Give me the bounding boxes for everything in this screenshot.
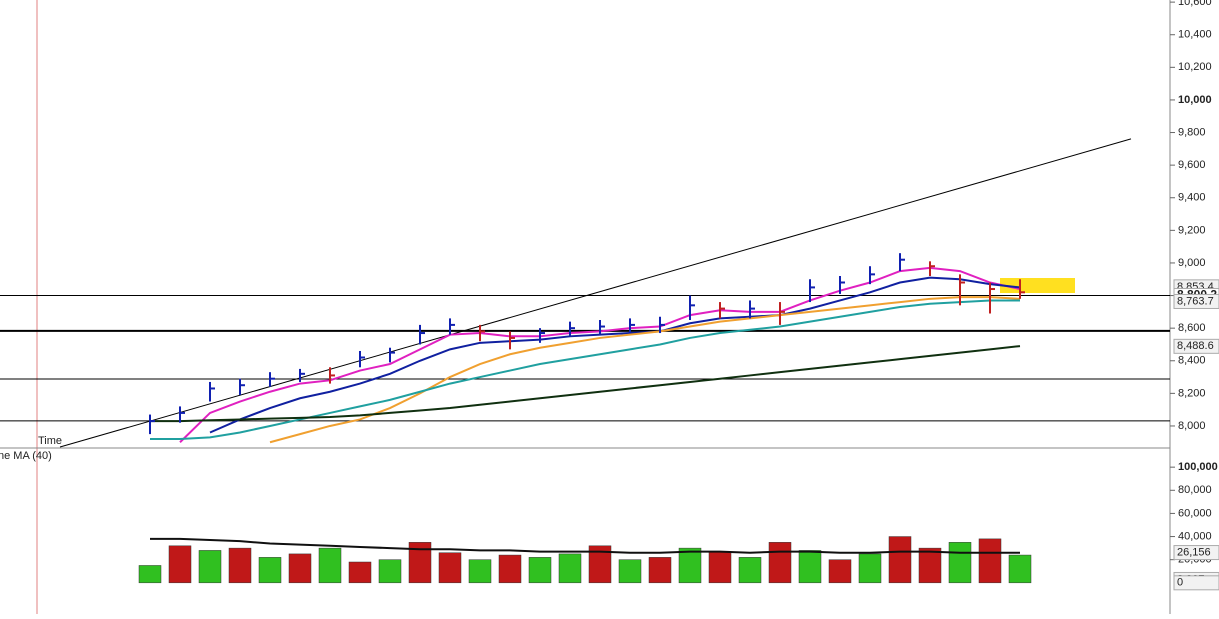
volume-bar <box>588 545 612 584</box>
y-tick-label: 60,000 <box>1178 507 1212 519</box>
volume-bar <box>288 553 312 584</box>
volume-bar <box>318 547 342 584</box>
y-tick-label: 10,400 <box>1178 29 1212 41</box>
y-tick-label: 9,800 <box>1178 126 1206 138</box>
volume-bar <box>168 545 192 584</box>
volume-bar <box>768 542 792 584</box>
price-tag <box>1173 293 1219 309</box>
volume-bar <box>798 550 822 584</box>
y-tick-label: 9,400 <box>1178 192 1206 204</box>
price-label: 8,763.7 <box>1177 295 1214 307</box>
moving-average <box>209 276 1021 434</box>
volume-bar <box>468 559 492 584</box>
y-tick-label: 8,200 <box>1178 387 1206 399</box>
volume-bar <box>858 553 882 584</box>
volume-bar <box>498 554 522 584</box>
volume-bar <box>198 550 222 584</box>
y-tick-label: 100,000 <box>1178 461 1218 473</box>
volume-bar <box>1008 554 1032 584</box>
moving-average <box>150 299 1020 441</box>
volume-bar <box>138 565 162 584</box>
volume-bar <box>648 557 672 584</box>
y-tick-label: 40,000 <box>1178 530 1212 542</box>
trend-line <box>59 138 1132 448</box>
volume-bar <box>348 561 372 584</box>
value-label: 0 <box>1177 577 1183 589</box>
volume-bar <box>258 557 282 584</box>
y-tick-label: 9,600 <box>1178 159 1206 171</box>
y-tick-label: 10,600 <box>1178 0 1212 8</box>
y-tick-label: 8,600 <box>1178 322 1206 334</box>
volume-bar <box>438 552 462 584</box>
volume-ma <box>150 537 1020 554</box>
y-tick-label: 80,000 <box>1178 484 1212 496</box>
y-tick-label: 9,000 <box>1178 257 1206 269</box>
volume-bar <box>948 542 972 584</box>
value-label: 26,156 <box>1177 546 1211 558</box>
volume-bar <box>738 557 762 584</box>
y-tick-label: 9,200 <box>1178 224 1206 236</box>
volume-bar <box>228 547 252 584</box>
volume-bar <box>888 536 912 584</box>
price-label: 8,488.6 <box>1177 340 1214 352</box>
moving-average <box>150 345 1021 423</box>
volume-bar <box>528 557 552 584</box>
volume-legend: ne MA (40) <box>0 450 52 462</box>
volume-bar <box>678 547 702 584</box>
moving-average <box>269 296 1021 444</box>
volume-bar <box>918 547 942 584</box>
volume-bar <box>978 538 1002 584</box>
y-tick-label: 8,400 <box>1178 355 1206 367</box>
y-tick-label: 10,200 <box>1178 61 1212 73</box>
volume-bar <box>378 559 402 584</box>
price-tag <box>1173 338 1219 354</box>
value-tag <box>1173 575 1219 591</box>
volume-bar <box>708 551 732 584</box>
volume-bar <box>618 559 642 584</box>
volume-bar <box>558 553 582 584</box>
volume-bar <box>408 542 432 584</box>
volume-bar <box>828 559 852 584</box>
y-tick-label: 8,000 <box>1178 420 1206 432</box>
y-tick-label: 10,000 <box>1178 94 1212 106</box>
annotation: Time <box>38 435 62 447</box>
value-tag <box>1173 545 1219 561</box>
